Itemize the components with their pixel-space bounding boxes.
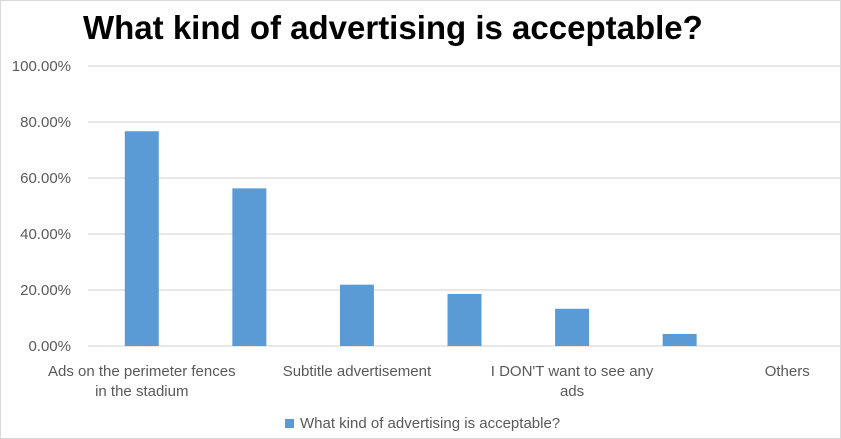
x-tick-label: Subtitle advertisement	[283, 363, 432, 380]
legend: What kind of advertising is acceptable?	[285, 415, 560, 432]
bar	[447, 293, 482, 346]
y-tick-label: 100.00%	[12, 58, 71, 75]
bar	[232, 188, 267, 346]
y-tick-label: 40.00%	[20, 226, 71, 243]
x-tick-label: Others	[765, 363, 810, 380]
legend-swatch	[285, 419, 294, 428]
bar	[339, 284, 374, 346]
y-tick-label: 20.00%	[20, 282, 71, 299]
legend-label: What kind of advertising is acceptable?	[300, 415, 561, 432]
bar	[124, 131, 159, 346]
y-tick-label: 80.00%	[20, 114, 71, 131]
bar	[555, 308, 590, 346]
x-tick-label: I DON'T want to see any ads	[491, 363, 654, 400]
chart-title: What kind of advertising is acceptable?	[83, 9, 703, 46]
y-tick-label: 0.00%	[28, 338, 71, 355]
x-tick-label: Ads on the perimeter fences in the stadiu…	[48, 363, 236, 400]
bar	[662, 333, 697, 346]
y-tick-label: 60.00%	[20, 170, 71, 187]
